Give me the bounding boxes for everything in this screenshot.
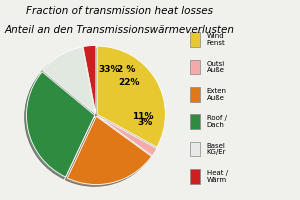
Text: Wind
Fenst: Wind Fenst [207,33,226,46]
Wedge shape [97,46,165,147]
Text: Outsi
Auße: Outsi Auße [207,61,225,73]
Text: Basel
KG/Er: Basel KG/Er [207,143,226,155]
Wedge shape [97,116,157,156]
Text: 2 %: 2 % [117,65,136,74]
Bar [190,32,200,47]
Text: Anteil an den Transmissionswärmeverlusten: Anteil an den Transmissionswärmeverluste… [5,25,235,35]
Text: 22%: 22% [118,78,140,87]
Text: Heat /
Wärm: Heat / Wärm [207,170,228,183]
Bar [190,114,200,129]
Wedge shape [67,116,152,185]
Bar [190,87,200,102]
Text: Exten
Auße: Exten Auße [207,88,227,101]
Text: Roof /
Dach: Roof / Dach [207,115,227,128]
Wedge shape [43,47,95,114]
Wedge shape [83,45,96,114]
Wedge shape [26,72,95,177]
Text: Fraction of transmission heat losses: Fraction of transmission heat losses [26,6,214,16]
Bar [190,142,200,156]
Text: 33%: 33% [99,65,120,74]
Bar [190,60,200,74]
Bar [190,169,200,184]
Text: 11%: 11% [132,112,153,121]
Text: 3%: 3% [137,118,152,127]
